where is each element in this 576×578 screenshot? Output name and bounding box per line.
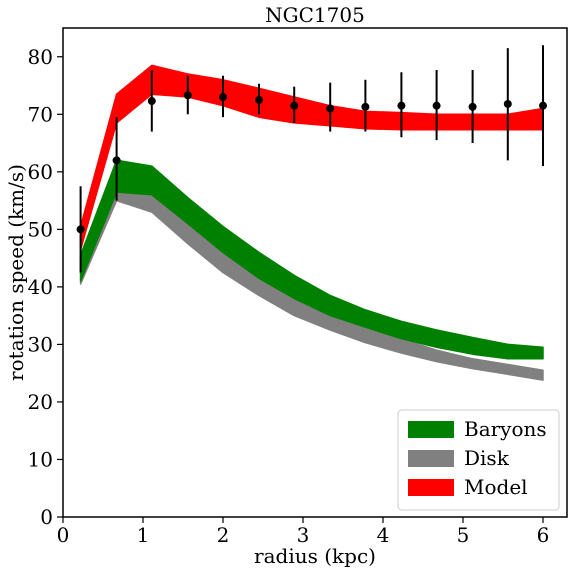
bands-layer xyxy=(79,64,544,381)
legend-swatch-baryons xyxy=(408,421,454,438)
y-tick-label: 40 xyxy=(28,275,53,299)
band-model xyxy=(79,64,544,251)
observed-point xyxy=(183,91,192,100)
y-tick-label: 80 xyxy=(28,45,53,69)
x-tick-label: 4 xyxy=(377,523,390,547)
chart-title: NGC1705 xyxy=(265,3,365,27)
y-tick-label: 50 xyxy=(28,217,53,241)
observed-point xyxy=(147,97,156,106)
observed-point xyxy=(432,101,441,110)
x-tick-label: 3 xyxy=(297,523,310,547)
x-axis-ticks: 0 1 2 3 4 5 6 xyxy=(57,517,550,547)
y-axis-ticks: 0 10 20 30 40 50 60 70 80 xyxy=(28,45,63,529)
observed-point xyxy=(219,93,227,102)
plot-frame xyxy=(62,27,568,518)
x-tick-label: 0 xyxy=(57,523,70,547)
observed-point xyxy=(361,102,370,111)
observed-point xyxy=(397,101,406,110)
observed-point xyxy=(503,99,512,108)
y-tick-label: 10 xyxy=(28,447,53,471)
x-axis-label: radius (kpc) xyxy=(254,544,376,568)
legend-swatch-model xyxy=(408,479,454,496)
y-axis-label: rotation speed (km/s) xyxy=(4,164,28,381)
observed-point xyxy=(76,225,85,234)
y-tick-label: 30 xyxy=(28,332,53,356)
legend-label-model: Model xyxy=(464,475,528,499)
legend-label-disk: Disk xyxy=(464,446,510,470)
x-tick-label: 1 xyxy=(137,523,150,547)
band-baryons xyxy=(79,159,544,360)
x-tick-label: 2 xyxy=(217,523,230,547)
legend-swatch-disk xyxy=(408,450,454,467)
y-tick-label: 20 xyxy=(28,390,53,414)
observed-point xyxy=(255,95,263,104)
observed-point xyxy=(112,156,121,165)
legend: Baryons Disk Model xyxy=(397,409,560,511)
legend-label-baryons: Baryons xyxy=(464,417,547,441)
y-tick-label: 60 xyxy=(28,160,53,184)
observed-points-layer xyxy=(76,91,547,234)
observed-point xyxy=(468,102,477,111)
y-tick-label: 70 xyxy=(28,102,53,126)
y-tick-label: 0 xyxy=(40,505,53,529)
x-tick-label: 6 xyxy=(537,523,550,547)
x-tick-label: 5 xyxy=(457,523,470,547)
observed-point xyxy=(539,101,547,110)
observed-point xyxy=(290,101,299,110)
observed-point xyxy=(326,104,335,113)
